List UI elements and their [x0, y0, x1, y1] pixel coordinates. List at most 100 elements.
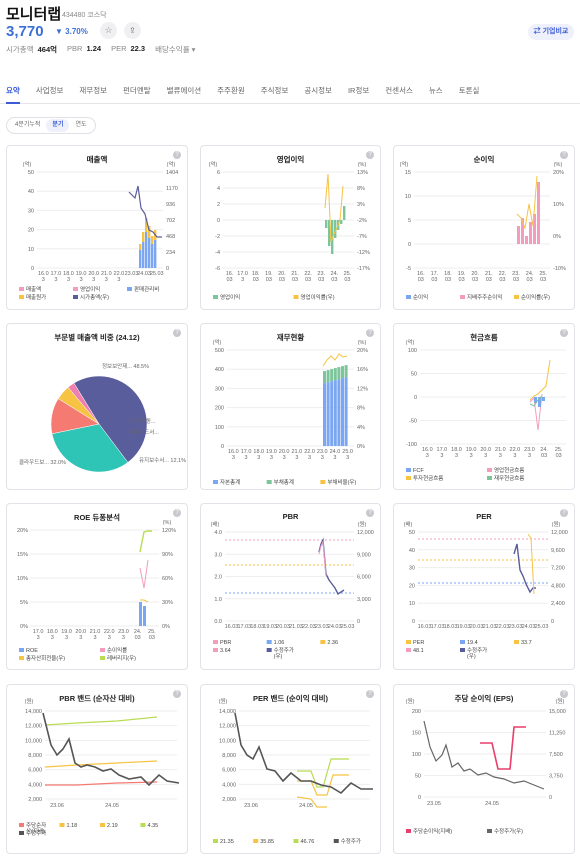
bar [331, 220, 334, 254]
tick-label: 24.05 [485, 801, 499, 807]
bar [537, 182, 540, 244]
axis-label: (억) [23, 160, 32, 168]
tick-label: 03 [527, 277, 533, 283]
tick-label: 3 [245, 455, 248, 461]
tick-label: 0 [551, 619, 554, 625]
legend-swatch [127, 287, 132, 291]
legend-label: (우) [274, 653, 283, 660]
legend-label: 수정주가 [341, 837, 361, 845]
help-icon[interactable]: ? [366, 329, 374, 337]
tick-label: 3 [308, 455, 311, 461]
chart-pbrband: (원) 14,000 12,000 10,000 8,000 6,000 4,000 2,00… [19, 697, 180, 837]
tick-label: 19. [265, 271, 273, 277]
axis-label: (억) [400, 160, 409, 168]
dividend-yield-dropdown[interactable]: 배당수익률 ▾ [155, 45, 196, 54]
tick-label: 3 [333, 455, 336, 461]
tick-label: 24.03 [522, 624, 536, 630]
tab-3[interactable]: 펀더멘탈 [123, 86, 151, 95]
tick-label: 19.03 [263, 624, 277, 630]
tab-8[interactable]: IR정보 [347, 86, 370, 95]
series-line [322, 353, 348, 367]
tick-label: 3 [79, 635, 82, 641]
card-title: PER [476, 512, 492, 521]
share-icon[interactable]: ⇪ [124, 22, 141, 39]
tab-10[interactable]: 뉴스 [428, 86, 443, 95]
tick-label: 20. [471, 271, 479, 277]
tick-label: 3 [440, 453, 443, 459]
tab-0[interactable]: 요약 [6, 84, 20, 104]
tick-label: 3 [105, 277, 108, 283]
chart-op: (억) (%) 6 4 2 0 -2 -4 -6 13% 8% 3% -2% -7% -12% -17% 16.… [209, 160, 370, 301]
axis-label: (원) [406, 697, 415, 705]
legend-swatch [266, 648, 272, 652]
axis-label: (억) [209, 160, 218, 168]
period-year[interactable]: 연도 [75, 122, 87, 128]
chart-eps: (원) (원) 200 150 100 50 0 15,000 11,250 7,500 3,750… [406, 697, 566, 835]
tick-label: 20.03 [276, 624, 290, 630]
bar [337, 379, 341, 446]
legend-label: 4.35 [148, 823, 159, 829]
legend-label: 수정주가(우) [494, 827, 523, 835]
tick-label: 03 [135, 635, 141, 641]
tab-2[interactable]: 재무정보 [79, 86, 108, 95]
tick-label: 03 [253, 277, 259, 283]
tick-label: 10% [17, 576, 28, 582]
help-icon[interactable]: ? [560, 151, 568, 159]
legend-swatch [19, 648, 24, 652]
help-icon[interactable]: ? [560, 509, 568, 517]
bar [139, 250, 142, 268]
tick-label: 23.03 [315, 624, 329, 630]
tick-label: 21. [291, 271, 299, 277]
tick-label: 3 [499, 453, 502, 459]
tick-label: 12,000 [551, 530, 568, 536]
bar [145, 218, 148, 232]
tick-label: 300 [215, 386, 224, 392]
tick-label: 14,000 [219, 709, 236, 715]
tick-label: 03 [499, 277, 505, 283]
help-icon[interactable]: ? [366, 151, 374, 159]
legend-swatch [406, 468, 411, 472]
help-icon[interactable]: ? [173, 509, 181, 517]
tick-label: 23.03 [509, 624, 523, 630]
tick-label: 0 [418, 795, 421, 801]
tick-label: -2% [357, 218, 367, 224]
tick-label: 18.0 [63, 271, 74, 277]
tick-label: 3 [346, 455, 349, 461]
help-icon[interactable]: ? [560, 329, 568, 337]
help-icon[interactable]: ? [560, 690, 568, 698]
help-icon[interactable]: ? [173, 690, 181, 698]
bar [344, 377, 348, 446]
card-perband: PER 밴드 (순이익 대비)? (원) 14,000 12,000 10,000 8,0… [200, 684, 381, 854]
tick-label: 0% [357, 444, 365, 450]
tick-label: 1170 [166, 186, 178, 192]
tick-label: 16% [357, 367, 368, 373]
help-icon[interactable]: ? [366, 509, 374, 517]
tab-1[interactable]: 사업정보 [35, 86, 64, 95]
tick-label: 24.03 [137, 271, 151, 277]
series-line [128, 185, 162, 238]
tab-5[interactable]: 주주환원 [217, 86, 245, 95]
period-quarter[interactable]: 분기 [46, 119, 70, 132]
tab-7[interactable]: 공시정보 [304, 86, 332, 95]
tick-label: 3 [54, 277, 57, 283]
tick-label: 10 [405, 194, 411, 200]
compare-company-button[interactable]: ⇄ 기업비교 [528, 24, 574, 40]
tab-9[interactable]: 컨센서스 [385, 86, 413, 95]
period-cumulative[interactable]: 4분기누적 [15, 122, 41, 128]
tick-label: 17.0 [237, 271, 248, 277]
legend-label: 2.36 [327, 640, 338, 646]
chart-perband: (원) 14,000 12,000 10,000 8,000 6,000 4,000 2,00… [213, 697, 373, 845]
tick-label: 03 [266, 277, 272, 283]
series-line [324, 173, 344, 243]
help-icon[interactable]: ? [173, 151, 181, 159]
help-icon[interactable]: ? [366, 690, 374, 698]
legend-label: FCF [413, 468, 424, 474]
tick-label: 23. [512, 271, 520, 277]
tab-11[interactable]: 토론실 [458, 86, 480, 95]
tab-6[interactable]: 주식정보 [260, 86, 289, 95]
tab-4[interactable]: 밸류에이션 [166, 86, 202, 95]
help-icon[interactable]: ? [173, 329, 181, 337]
card-title: 매출액 [86, 155, 108, 164]
favorite-star-icon[interactable]: ☆ [100, 22, 117, 39]
axis-label: (억) [213, 338, 222, 346]
